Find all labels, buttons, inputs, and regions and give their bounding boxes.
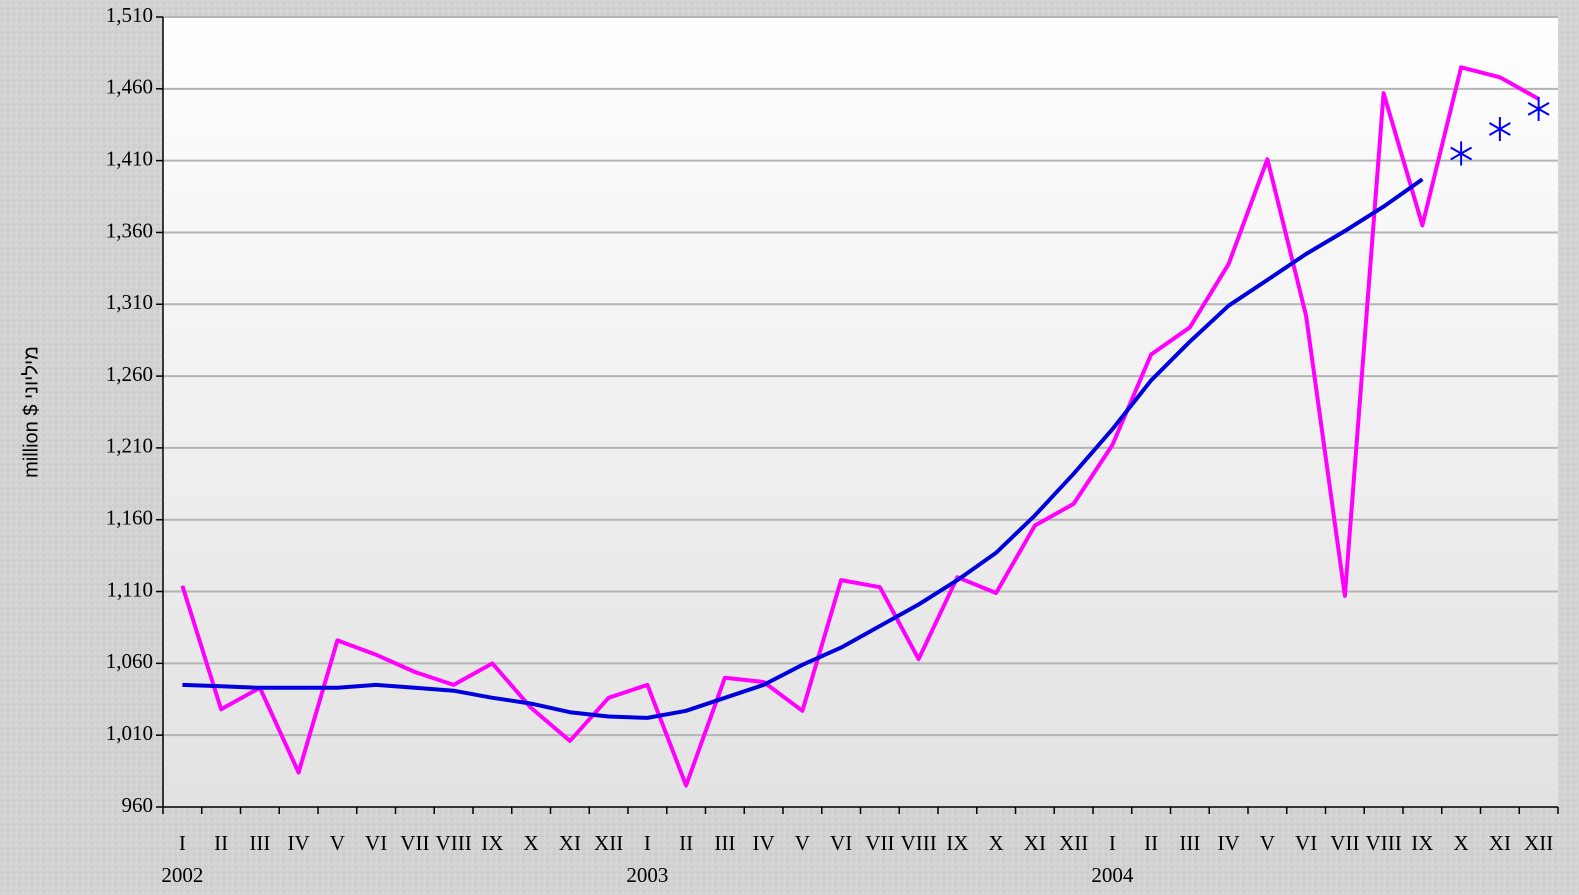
year-label: 2003 (626, 863, 668, 887)
x-tick-label: VII (400, 831, 429, 855)
year-label: 2002 (161, 863, 203, 887)
plot-area (163, 17, 1558, 807)
x-tick-label: VIII (1366, 831, 1402, 855)
x-tick-label: IV (1218, 831, 1240, 855)
y-tick-label: 1,010 (106, 721, 153, 745)
x-tick-label: XII (1524, 831, 1553, 855)
x-tick-label: VIII (901, 831, 937, 855)
x-tick-label: IX (1411, 831, 1433, 855)
y-tick-label: 960 (122, 793, 154, 817)
x-tick-label: IV (288, 831, 310, 855)
x-tick-label: X (1454, 831, 1469, 855)
x-tick-label: II (1144, 831, 1158, 855)
asterisk-marker (1488, 117, 1511, 142)
y-tick-label: 1,110 (107, 577, 153, 601)
x-tick-label: VI (830, 831, 852, 855)
asterisk-marker (1450, 141, 1473, 166)
x-tick-label: V (330, 831, 345, 855)
y-tick-label: 1,460 (106, 75, 153, 99)
line-series (180, 65, 1540, 788)
marker-stroke (1527, 102, 1550, 116)
x-tick-label: X (989, 831, 1004, 855)
year-label: 2004 (1091, 863, 1134, 887)
x-tick-label: III (1179, 831, 1200, 855)
x-tick-label: III (249, 831, 270, 855)
x-tick-label: II (214, 831, 228, 855)
x-tick-label: X (524, 831, 539, 855)
x-tick-label: V (1260, 831, 1275, 855)
y-tick-label: 1,310 (106, 290, 153, 314)
x-tick-label: V (795, 831, 810, 855)
y-tick-label: 1,260 (106, 362, 153, 386)
line-series (182, 177, 1424, 720)
x-tick-label: XI (1024, 831, 1046, 855)
x-tick-label: IX (946, 831, 968, 855)
y-axis-label: million $ מיליוני (20, 346, 42, 478)
y-tick-label: 1,510 (106, 3, 153, 27)
x-tick-label: XI (559, 831, 581, 855)
x-tick-label: VII (1330, 831, 1359, 855)
x-tick-label: I (1109, 831, 1116, 855)
x-tick-label: I (644, 831, 651, 855)
x-tick-label: XII (1059, 831, 1088, 855)
y-tick-label: 1,060 (106, 649, 153, 673)
asterisk-marker (1527, 96, 1550, 121)
x-tick-label: IV (753, 831, 775, 855)
x-tick-label: VI (365, 831, 387, 855)
x-tick-label: III (714, 831, 735, 855)
x-tick-label: II (679, 831, 693, 855)
y-tick-label: 1,360 (106, 218, 153, 242)
x-tick-label: XII (594, 831, 623, 855)
marker-stroke (1488, 122, 1511, 136)
x-tick-label: IX (481, 831, 503, 855)
y-tick-label: 1,410 (106, 146, 153, 170)
x-tick-label: VIII (436, 831, 472, 855)
marker-stroke (1450, 146, 1473, 161)
y-tick-label: 1,210 (106, 434, 153, 458)
x-tick-label: VI (1295, 831, 1317, 855)
y-tick-label: 1,160 (106, 506, 153, 530)
x-tick-label: VII (865, 831, 894, 855)
x-tick-label: XI (1489, 831, 1511, 855)
x-tick-label: I (179, 831, 186, 855)
